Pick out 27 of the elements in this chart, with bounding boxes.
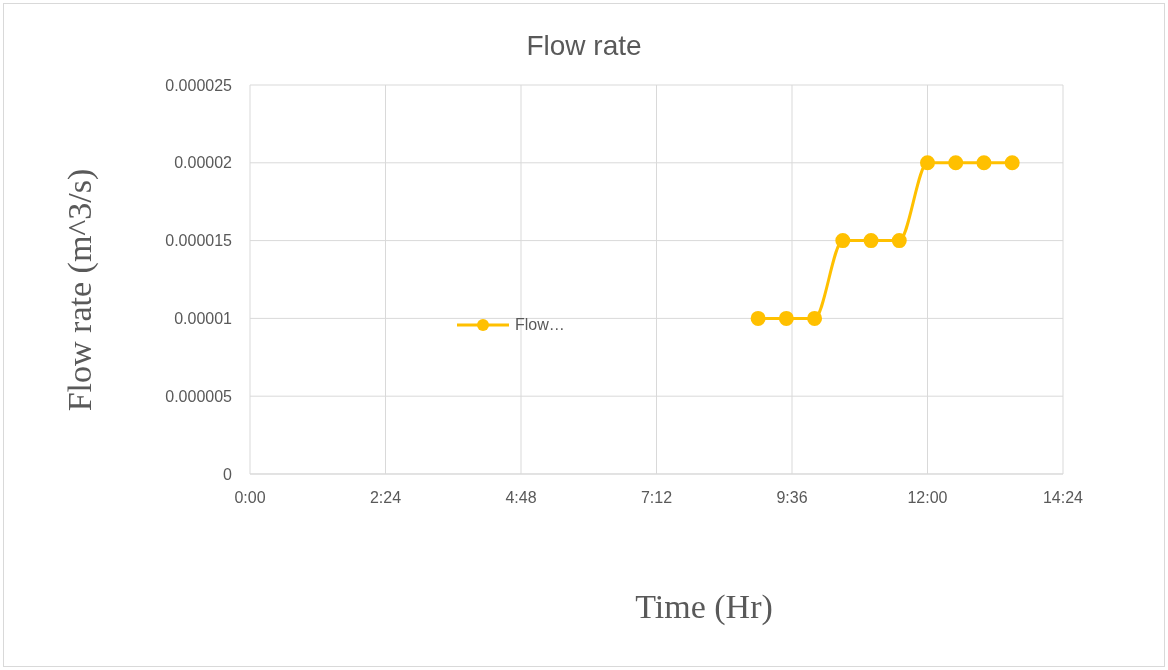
x-tick-label: 2:24 bbox=[369, 489, 402, 507]
point bbox=[920, 155, 935, 171]
x-tick-label: 7:12 bbox=[640, 489, 673, 507]
x-tick-label: 9:36 bbox=[776, 489, 808, 507]
point bbox=[778, 310, 794, 326]
y-tick-label: 0 bbox=[223, 465, 233, 483]
point bbox=[835, 233, 851, 249]
point bbox=[1004, 155, 1020, 171]
x-tick-label: 0:00 bbox=[234, 489, 266, 507]
x-tick-label: 4:48 bbox=[505, 489, 537, 507]
point bbox=[948, 155, 964, 171]
chart-title: Flow rate bbox=[525, 30, 643, 62]
point bbox=[976, 155, 992, 171]
y-axis-title: Flow rate (m^3/s) bbox=[61, 168, 99, 412]
point bbox=[891, 233, 907, 249]
x-axis-title: Time (Hr) bbox=[634, 588, 774, 626]
y-tick-label: 0.00002 bbox=[174, 154, 233, 172]
point bbox=[750, 310, 766, 326]
x-tick-label: 14:24 bbox=[1042, 489, 1084, 507]
y-tick-label: 0.000015 bbox=[165, 232, 233, 250]
legend-label: Flow… bbox=[515, 316, 565, 334]
y-tick-label: 0.000025 bbox=[165, 76, 233, 94]
y-tick-label: 0.00001 bbox=[174, 310, 233, 328]
y-tick-label: 0.000005 bbox=[165, 387, 233, 405]
x-tick-label: 12:00 bbox=[907, 489, 948, 507]
point bbox=[863, 233, 879, 249]
point bbox=[807, 310, 823, 326]
